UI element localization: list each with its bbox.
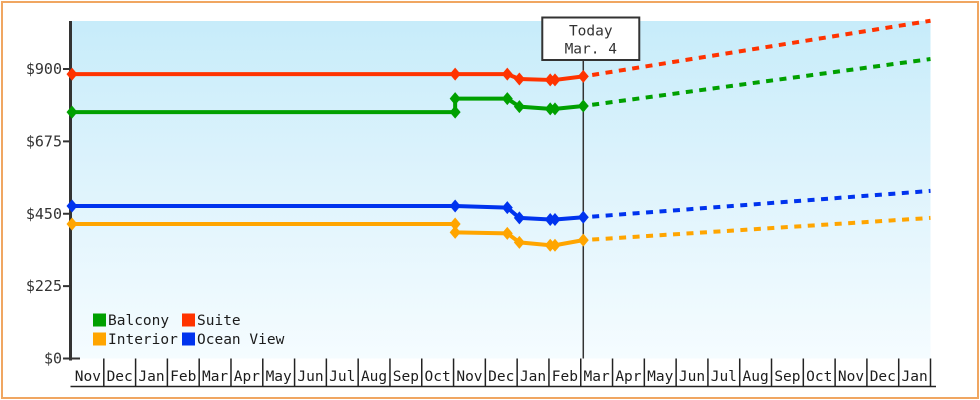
price-point-marker <box>449 67 461 81</box>
price-point-marker <box>501 201 513 215</box>
price-point-marker <box>66 67 78 81</box>
projection-line-balcony <box>591 57 931 107</box>
month-label: May <box>266 369 292 385</box>
price-point-marker <box>66 105 78 119</box>
month-label: Sep <box>774 369 800 385</box>
month-label: Aug <box>743 369 769 385</box>
plot-area <box>72 21 931 359</box>
month-label: Apr <box>234 369 260 385</box>
series-interior <box>66 215 931 252</box>
month-label: Apr <box>615 369 641 385</box>
legend-label: Suite <box>197 313 241 329</box>
projection-line-ocean-view <box>592 188 931 219</box>
today-label-line2: Mar. 4 <box>565 42 618 58</box>
price-point-marker <box>549 213 561 227</box>
projection-line-suite <box>591 18 931 77</box>
series-balcony <box>66 57 931 119</box>
legend-item-balcony: Balcony <box>93 313 169 329</box>
legend-item-interior: Interior <box>93 332 178 348</box>
price-point-marker <box>501 67 513 81</box>
today-label-line1: Today <box>569 24 613 40</box>
month-label: Feb <box>170 369 196 385</box>
y-axis: $0 $225 $450 $675 $900 <box>26 21 80 368</box>
series-ocean-view <box>66 188 931 227</box>
y-axis-label: $675 <box>26 132 62 150</box>
price-point-marker <box>449 199 461 213</box>
month-label: Dec <box>488 369 514 385</box>
price-point-marker <box>449 105 461 119</box>
x-axis-month-labels: Nov Dec Jan Feb Mar Apr May Jun Jul Aug Sep Oct Nov D… <box>70 358 936 388</box>
price-point-marker <box>577 99 589 113</box>
today-callout: Today Mar. 4 <box>541 16 641 61</box>
price-point-marker <box>449 225 461 239</box>
month-label: Oct <box>806 369 832 385</box>
price-point-marker <box>501 92 513 106</box>
price-point-marker <box>449 92 461 106</box>
month-label: Jan <box>138 369 164 385</box>
month-label: Nov <box>838 369 864 385</box>
legend-label: Interior <box>108 332 178 348</box>
month-label: Nov <box>75 369 101 385</box>
price-point-marker <box>513 211 525 225</box>
y-axis-label: $900 <box>26 60 62 78</box>
month-label: May <box>647 369 673 385</box>
price-point-marker <box>577 210 589 224</box>
legend-swatch-interior <box>93 332 106 346</box>
month-label: Oct <box>425 369 451 385</box>
month-label: Jan <box>520 369 546 385</box>
projection-line-interior <box>592 215 931 242</box>
legend-label: Ocean View <box>197 332 285 348</box>
series-lines <box>66 18 931 252</box>
series-suite <box>66 18 931 87</box>
month-label: Jan <box>902 369 928 385</box>
price-point-marker <box>501 226 513 240</box>
month-label: Sep <box>393 369 419 385</box>
today-box <box>541 16 641 61</box>
price-point-marker <box>513 100 525 114</box>
price-point-marker <box>513 235 525 249</box>
price-point-marker <box>577 233 589 247</box>
legend-swatch-suite <box>182 313 195 327</box>
price-point-marker <box>513 72 525 86</box>
month-label: Dec <box>107 369 133 385</box>
price-point-marker <box>66 199 78 213</box>
y-axis-label: $225 <box>26 277 62 295</box>
y-axis-label: $450 <box>26 205 62 223</box>
month-label: Jul <box>711 369 737 385</box>
month-label: Mar <box>202 369 228 385</box>
month-label: Aug <box>361 369 387 385</box>
month-label: Mar <box>584 369 610 385</box>
legend-swatch-ocean-view <box>182 332 195 346</box>
legend: Balcony Suite Interior Ocean View <box>93 313 285 348</box>
month-label: Jun <box>297 369 323 385</box>
plot-background <box>72 21 931 359</box>
legend-item-ocean-view: Ocean View <box>182 332 285 348</box>
month-label: Jun <box>679 369 705 385</box>
price-point-marker <box>449 217 461 231</box>
price-point-marker <box>549 73 561 87</box>
month-label: Feb <box>552 369 578 385</box>
y-axis-label: $0 <box>44 350 62 368</box>
month-label: Nov <box>456 369 482 385</box>
price-point-marker <box>66 217 78 231</box>
price-point-marker <box>577 69 589 83</box>
legend-swatch-balcony <box>93 313 106 327</box>
month-label: Dec <box>870 369 896 385</box>
month-label: Jul <box>329 369 355 385</box>
legend-item-suite: Suite <box>182 313 241 329</box>
price-point-marker <box>549 238 561 252</box>
price-point-marker <box>549 102 561 116</box>
legend-label: Balcony <box>108 313 169 329</box>
